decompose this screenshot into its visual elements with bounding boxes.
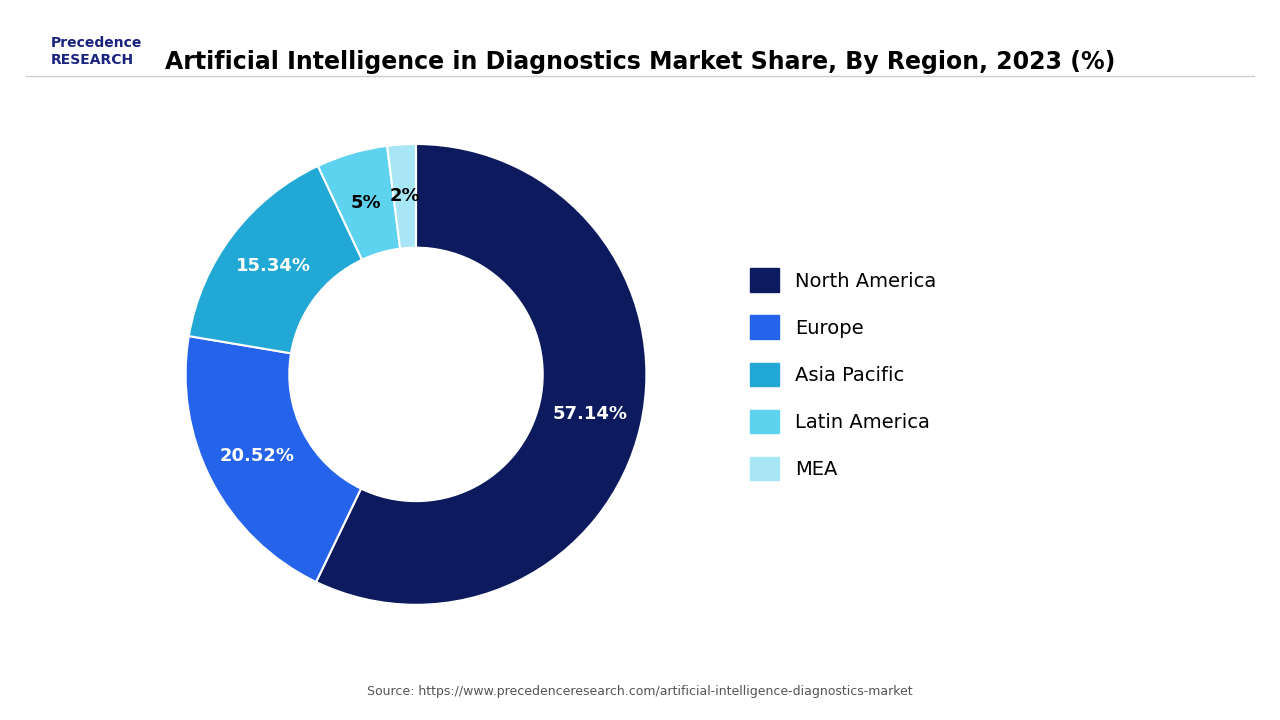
- Text: 57.14%: 57.14%: [553, 405, 627, 423]
- Text: 20.52%: 20.52%: [220, 447, 294, 465]
- Text: 2%: 2%: [389, 187, 420, 205]
- Wedge shape: [317, 146, 401, 260]
- Wedge shape: [387, 144, 416, 248]
- Legend: North America, Europe, Asia Pacific, Latin America, MEA: North America, Europe, Asia Pacific, Lat…: [742, 261, 945, 488]
- Text: 15.34%: 15.34%: [237, 258, 311, 276]
- Text: Precedence
RESEARCH: Precedence RESEARCH: [51, 36, 142, 67]
- Wedge shape: [189, 166, 362, 354]
- Text: 5%: 5%: [351, 194, 381, 212]
- Wedge shape: [316, 144, 646, 605]
- Wedge shape: [186, 336, 361, 582]
- Text: Source: https://www.precedenceresearch.com/artificial-intelligence-diagnostics-m: Source: https://www.precedenceresearch.c…: [367, 685, 913, 698]
- Text: Artificial Intelligence in Diagnostics Market Share, By Region, 2023 (%): Artificial Intelligence in Diagnostics M…: [165, 50, 1115, 74]
